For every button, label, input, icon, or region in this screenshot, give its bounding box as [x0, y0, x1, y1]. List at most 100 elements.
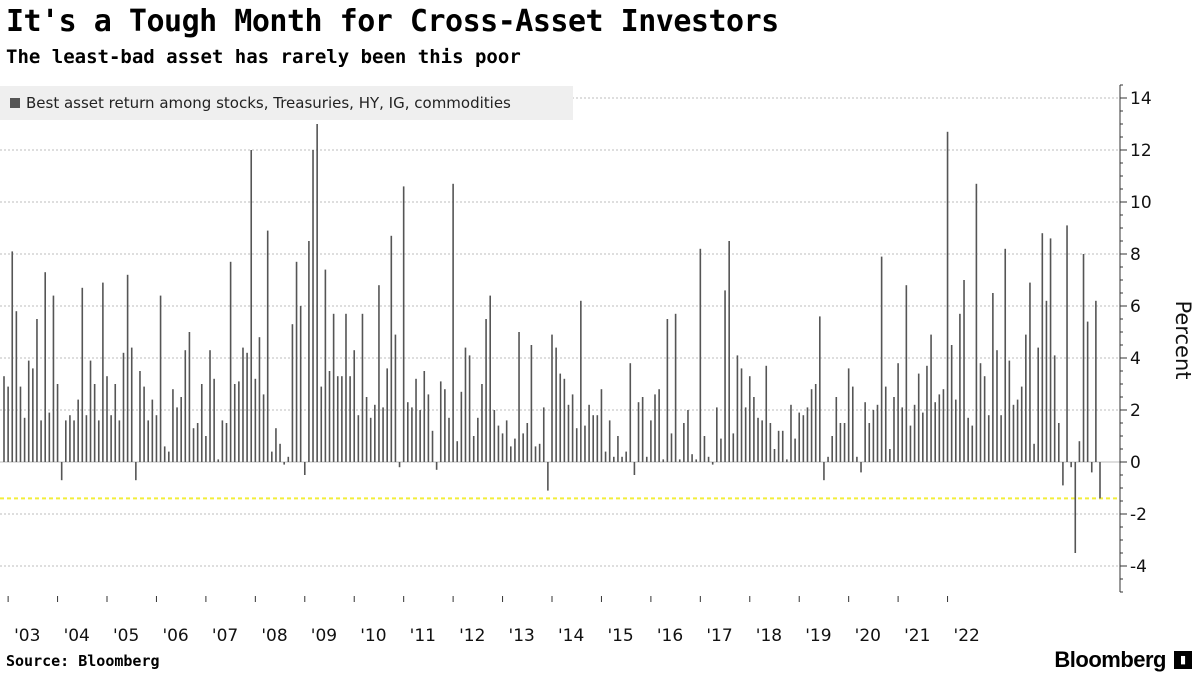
brand-logo: Bloomberg	[1054, 647, 1166, 672]
bar	[716, 407, 718, 462]
bar	[588, 404, 590, 462]
bar	[15, 311, 18, 462]
bar	[349, 376, 351, 462]
bar	[514, 438, 516, 462]
bar	[336, 376, 339, 462]
bar	[60, 462, 63, 481]
legend-swatch	[10, 98, 20, 108]
bar	[324, 269, 327, 462]
bar	[126, 274, 129, 462]
bar	[728, 241, 730, 462]
bar	[596, 415, 599, 462]
bar	[917, 373, 920, 462]
bar	[184, 350, 187, 462]
chart-subtitle: The least-bad asset has rarely been this…	[6, 46, 521, 68]
bar	[464, 347, 467, 462]
bar	[996, 350, 998, 462]
bar	[1070, 462, 1072, 468]
gridlines	[0, 97, 1120, 567]
bar	[448, 417, 450, 462]
y-tick-label: 14	[1130, 89, 1152, 109]
bar	[411, 407, 413, 462]
bar	[555, 347, 557, 462]
bar	[398, 462, 401, 468]
bar	[617, 436, 619, 462]
bar	[518, 332, 520, 462]
bar	[180, 397, 182, 462]
x-tick-label: '18	[756, 626, 782, 646]
bar	[889, 449, 891, 462]
bar	[460, 391, 463, 462]
x-tick-label: '11	[410, 626, 436, 646]
x-tick-label: '13	[509, 626, 535, 646]
bar	[600, 389, 603, 462]
bar	[23, 417, 26, 462]
bar	[707, 456, 710, 462]
bar	[699, 248, 702, 462]
bar	[374, 404, 376, 462]
bar	[650, 420, 652, 462]
bar	[143, 386, 145, 462]
bar	[468, 355, 471, 462]
bar	[637, 402, 640, 462]
bar	[378, 285, 380, 462]
bar	[526, 423, 529, 462]
bar	[130, 347, 133, 462]
bar	[905, 285, 908, 462]
bar	[369, 417, 372, 462]
bar	[233, 384, 236, 462]
bar	[786, 459, 788, 462]
bar	[613, 456, 615, 462]
bar	[748, 376, 751, 462]
bar	[868, 423, 871, 462]
bar	[65, 420, 67, 462]
bar	[485, 319, 487, 462]
bar	[1053, 355, 1056, 462]
bar	[884, 386, 887, 462]
bar	[547, 462, 549, 491]
bar	[497, 425, 500, 462]
bar	[209, 350, 211, 462]
bar	[645, 456, 648, 462]
bar	[7, 386, 9, 462]
bar	[880, 256, 883, 462]
bar	[827, 456, 829, 462]
y-tick-label: 2	[1130, 401, 1141, 421]
bar	[1041, 233, 1044, 462]
bar	[1086, 321, 1089, 462]
bar	[769, 423, 772, 462]
bar	[563, 378, 566, 462]
bloomberg-terminal-icon: ▮	[1174, 651, 1192, 669]
bar	[505, 420, 508, 462]
bar	[435, 462, 438, 470]
bar	[1000, 415, 1002, 462]
y-tick-label: 8	[1130, 245, 1141, 265]
bar	[275, 428, 277, 462]
bar	[666, 319, 669, 462]
bar	[987, 415, 990, 462]
bar	[303, 462, 306, 475]
bar	[909, 425, 912, 462]
bar	[954, 399, 957, 462]
bar	[168, 451, 170, 462]
bar	[40, 420, 42, 462]
y-tick-label: 10	[1130, 193, 1152, 213]
bar	[452, 183, 454, 463]
bar	[662, 459, 665, 462]
bar	[477, 417, 479, 462]
y-axis-ticks: -4 -2 0 2 4 6 8 10 12 14	[1120, 84, 1152, 593]
bar	[608, 420, 611, 462]
bar	[802, 415, 805, 462]
bar	[580, 300, 582, 462]
x-tick-label: '20	[855, 626, 881, 646]
bar	[415, 378, 417, 462]
bar	[386, 368, 388, 462]
bar	[106, 376, 108, 462]
bar	[172, 389, 174, 462]
bar	[93, 384, 96, 462]
bar	[963, 280, 965, 462]
bar	[765, 365, 768, 462]
bar	[1099, 462, 1101, 499]
bar	[967, 417, 969, 462]
bar	[839, 423, 842, 462]
